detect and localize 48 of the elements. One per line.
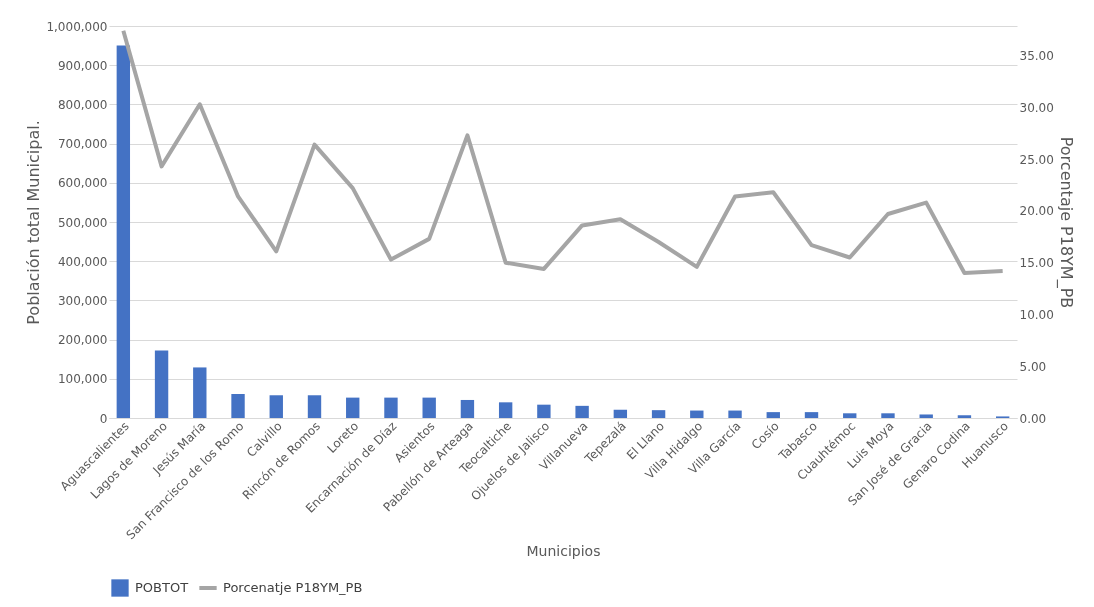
bar (307, 395, 322, 418)
bar (269, 395, 283, 418)
y-tick-label: 600,000 (57, 176, 108, 191)
bar (690, 410, 704, 418)
legend-label: POBTOT (135, 580, 189, 595)
bar (651, 410, 666, 418)
bar (193, 367, 207, 418)
bar (957, 415, 972, 418)
y-tick-label: 100,000 (57, 372, 108, 387)
y2-tick-label: 15.00 (1019, 256, 1054, 271)
bar (154, 350, 169, 418)
bar (575, 405, 589, 418)
y-tick-label: 1,000,000 (46, 19, 108, 34)
y-axis-title: Población total Municipal. (24, 120, 44, 325)
y2-axis-title: Porcentaje P18YM_PB (1055, 136, 1076, 309)
y-tick-label: 0 (99, 411, 108, 426)
bar (843, 413, 857, 418)
bar (460, 399, 475, 418)
bar (422, 397, 436, 418)
line-series (121, 28, 1005, 276)
y2-tick-label: 0.00 (1019, 411, 1047, 426)
bar (116, 45, 131, 418)
x-axis-title: Municipios (526, 543, 601, 560)
y-tick-label: 900,000 (57, 58, 108, 73)
bar (613, 409, 628, 418)
y2-tick-label: 20.00 (1019, 204, 1054, 219)
y-tick-label: 200,000 (57, 333, 108, 348)
bar (346, 397, 360, 418)
y-tick-label: 500,000 (57, 215, 108, 230)
bar (919, 414, 933, 418)
y2-tick-label: 5.00 (1019, 359, 1047, 374)
y-tick-label: 800,000 (57, 97, 108, 112)
bar (881, 413, 895, 418)
y-tick-label: 700,000 (57, 137, 108, 152)
y2-tick-label: 35.00 (1019, 49, 1054, 64)
y-tick-label: 300,000 (57, 293, 108, 308)
y-tick-label: 400,000 (57, 254, 108, 269)
bar (384, 397, 398, 418)
bar (231, 394, 245, 418)
y2-tick-label: 10.00 (1019, 307, 1054, 322)
bar (728, 410, 742, 418)
bar (766, 412, 780, 418)
legend-label: Porcenatje P18YM_PB (223, 580, 363, 595)
bar (804, 412, 819, 418)
bar (537, 404, 551, 418)
y2-tick-label: 25.00 (1019, 152, 1054, 167)
y2-tick-label: 30.00 (1019, 100, 1054, 115)
bar (498, 402, 513, 418)
